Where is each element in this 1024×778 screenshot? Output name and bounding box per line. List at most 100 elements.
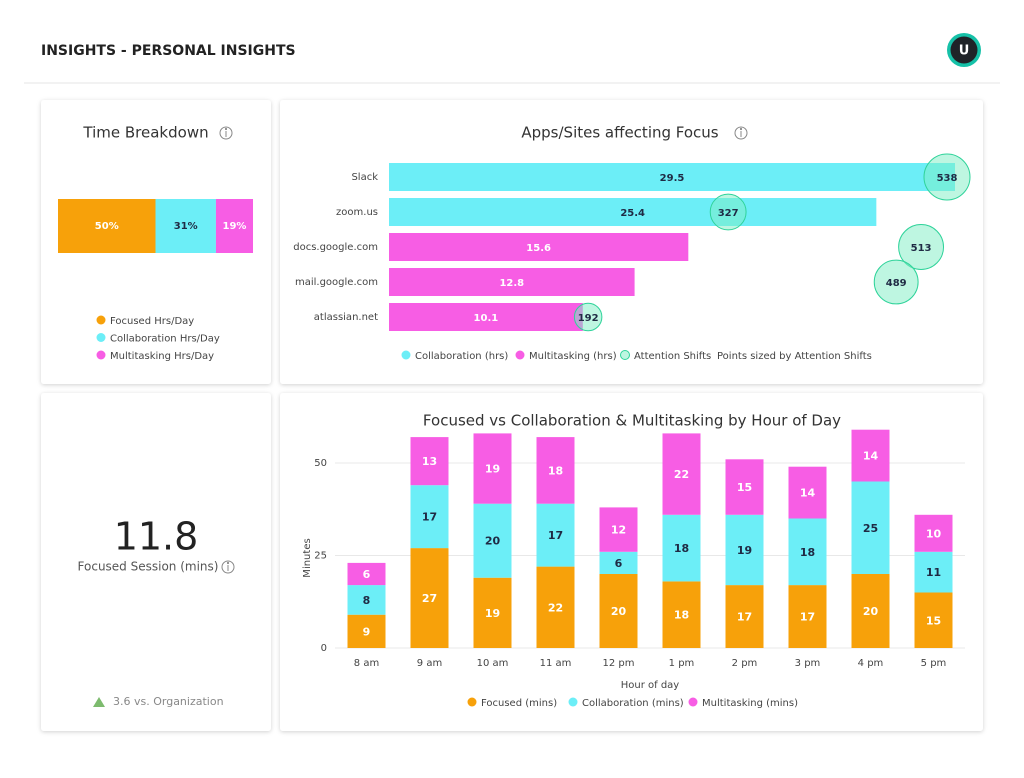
data-label: 489 (886, 278, 907, 289)
legend-label: Collaboration Hrs/Day (110, 334, 220, 345)
bar-segment (662, 514, 701, 582)
data-label: 15 (926, 614, 941, 627)
bar-segment (725, 585, 764, 648)
bar-segment (914, 592, 953, 648)
data-label: 18 (674, 542, 689, 555)
x-tick-label: 4 pm (858, 658, 884, 669)
bar-segment (914, 514, 953, 552)
data-label: 17 (548, 529, 563, 542)
legend-marker (688, 697, 698, 707)
data-label: 15.6 (526, 243, 551, 254)
category-label: mail.google.com (295, 277, 378, 288)
x-tick-label: 10 am (477, 658, 509, 669)
legend-label: Collaboration (mins) (582, 698, 684, 709)
legend-label: Multitasking (mins) (702, 698, 798, 709)
data-label: 18 (548, 464, 563, 477)
bar-segment (536, 437, 575, 504)
legend-note: Points sized by Attention Shifts (717, 351, 872, 362)
data-label: 192 (578, 313, 599, 324)
legend-marker (96, 350, 106, 360)
bubble (709, 193, 747, 231)
data-label: 17 (422, 511, 437, 524)
legend-label: Focused Hrs/Day (110, 316, 194, 327)
bar-segment (410, 548, 449, 648)
y-axis-label: Minutes (302, 538, 313, 577)
legend-label: Collaboration (hrs) (415, 351, 508, 362)
bar (389, 198, 877, 226)
avatar-initial[interactable]: U (959, 44, 970, 59)
x-axis-label: Hour of day (621, 680, 680, 691)
bubble (898, 224, 945, 270)
data-label: 17 (800, 611, 815, 624)
data-label: 19 (485, 463, 500, 476)
x-tick-label: 9 am (417, 658, 442, 669)
bar-segment (215, 199, 253, 253)
bar-segment (851, 481, 890, 574)
data-label: 50% (95, 221, 119, 232)
data-label: 6 (615, 557, 623, 570)
bubble (573, 302, 603, 332)
data-label: 10.1 (474, 313, 499, 324)
bar-segment (599, 551, 638, 574)
legend-label: Multitasking (hrs) (529, 351, 617, 362)
data-label: 15 (737, 481, 752, 494)
category-label: Slack (351, 172, 378, 183)
bar (389, 233, 689, 261)
data-label: 11 (926, 566, 941, 579)
data-label: 19% (223, 221, 247, 232)
legend-marker (620, 350, 630, 360)
x-tick-label: 12 pm (603, 658, 635, 669)
data-label: 31% (174, 221, 198, 232)
x-tick-label: 3 pm (795, 658, 821, 669)
legend-label: Attention Shifts (634, 351, 711, 362)
bar-segment (473, 433, 512, 504)
data-label: 20 (485, 535, 501, 548)
x-tick-label: 1 pm (669, 658, 695, 669)
x-tick-label: 5 pm (921, 658, 947, 669)
bar-segment (788, 466, 827, 519)
bubble (873, 259, 919, 305)
x-tick-label: 8 am (354, 658, 379, 669)
bar (389, 163, 955, 191)
bar-segment (410, 437, 449, 486)
x-tick-label: 11 am (540, 658, 572, 669)
legend-marker (96, 315, 106, 325)
chart-title: Time Breakdown (82, 124, 208, 142)
avatar[interactable] (950, 36, 978, 64)
data-label: 18 (674, 609, 689, 622)
chart-title: Apps/Sites affecting Focus (521, 124, 718, 142)
bar-segment (58, 199, 156, 253)
data-label: 25 (863, 522, 878, 535)
data-label: 18 (800, 546, 815, 559)
data-label: 20 (863, 605, 879, 618)
data-label: 327 (718, 208, 739, 219)
data-label: 10 (926, 527, 942, 540)
data-label: 513 (911, 243, 932, 254)
bar-segment (347, 562, 386, 586)
bar-segment (155, 199, 216, 253)
category-label: zoom.us (336, 207, 378, 218)
category-label: docs.google.com (293, 242, 378, 253)
x-tick-label: 2 pm (732, 658, 758, 669)
bar-segment (410, 485, 449, 549)
data-label: 22 (674, 468, 689, 481)
info-icon[interactable] (219, 126, 748, 574)
bar-segment (599, 574, 638, 648)
bar-segment (914, 551, 953, 593)
kpi-label: Focused Session (mins) (78, 560, 219, 574)
data-label: 6 (363, 568, 371, 581)
bar (389, 268, 635, 296)
y-tick-label: 0 (321, 643, 327, 654)
data-label: 17 (737, 611, 752, 624)
data-label: 14 (863, 450, 879, 463)
card (41, 393, 271, 731)
bar-segment (473, 577, 512, 648)
data-label: 538 (937, 173, 958, 184)
bubble (923, 153, 971, 201)
data-label: 13 (422, 455, 437, 468)
bar-segment (725, 459, 764, 515)
bar-segment (536, 566, 575, 648)
data-label: 22 (548, 601, 563, 614)
bar-segment (662, 433, 701, 515)
bar-segment (725, 514, 764, 586)
